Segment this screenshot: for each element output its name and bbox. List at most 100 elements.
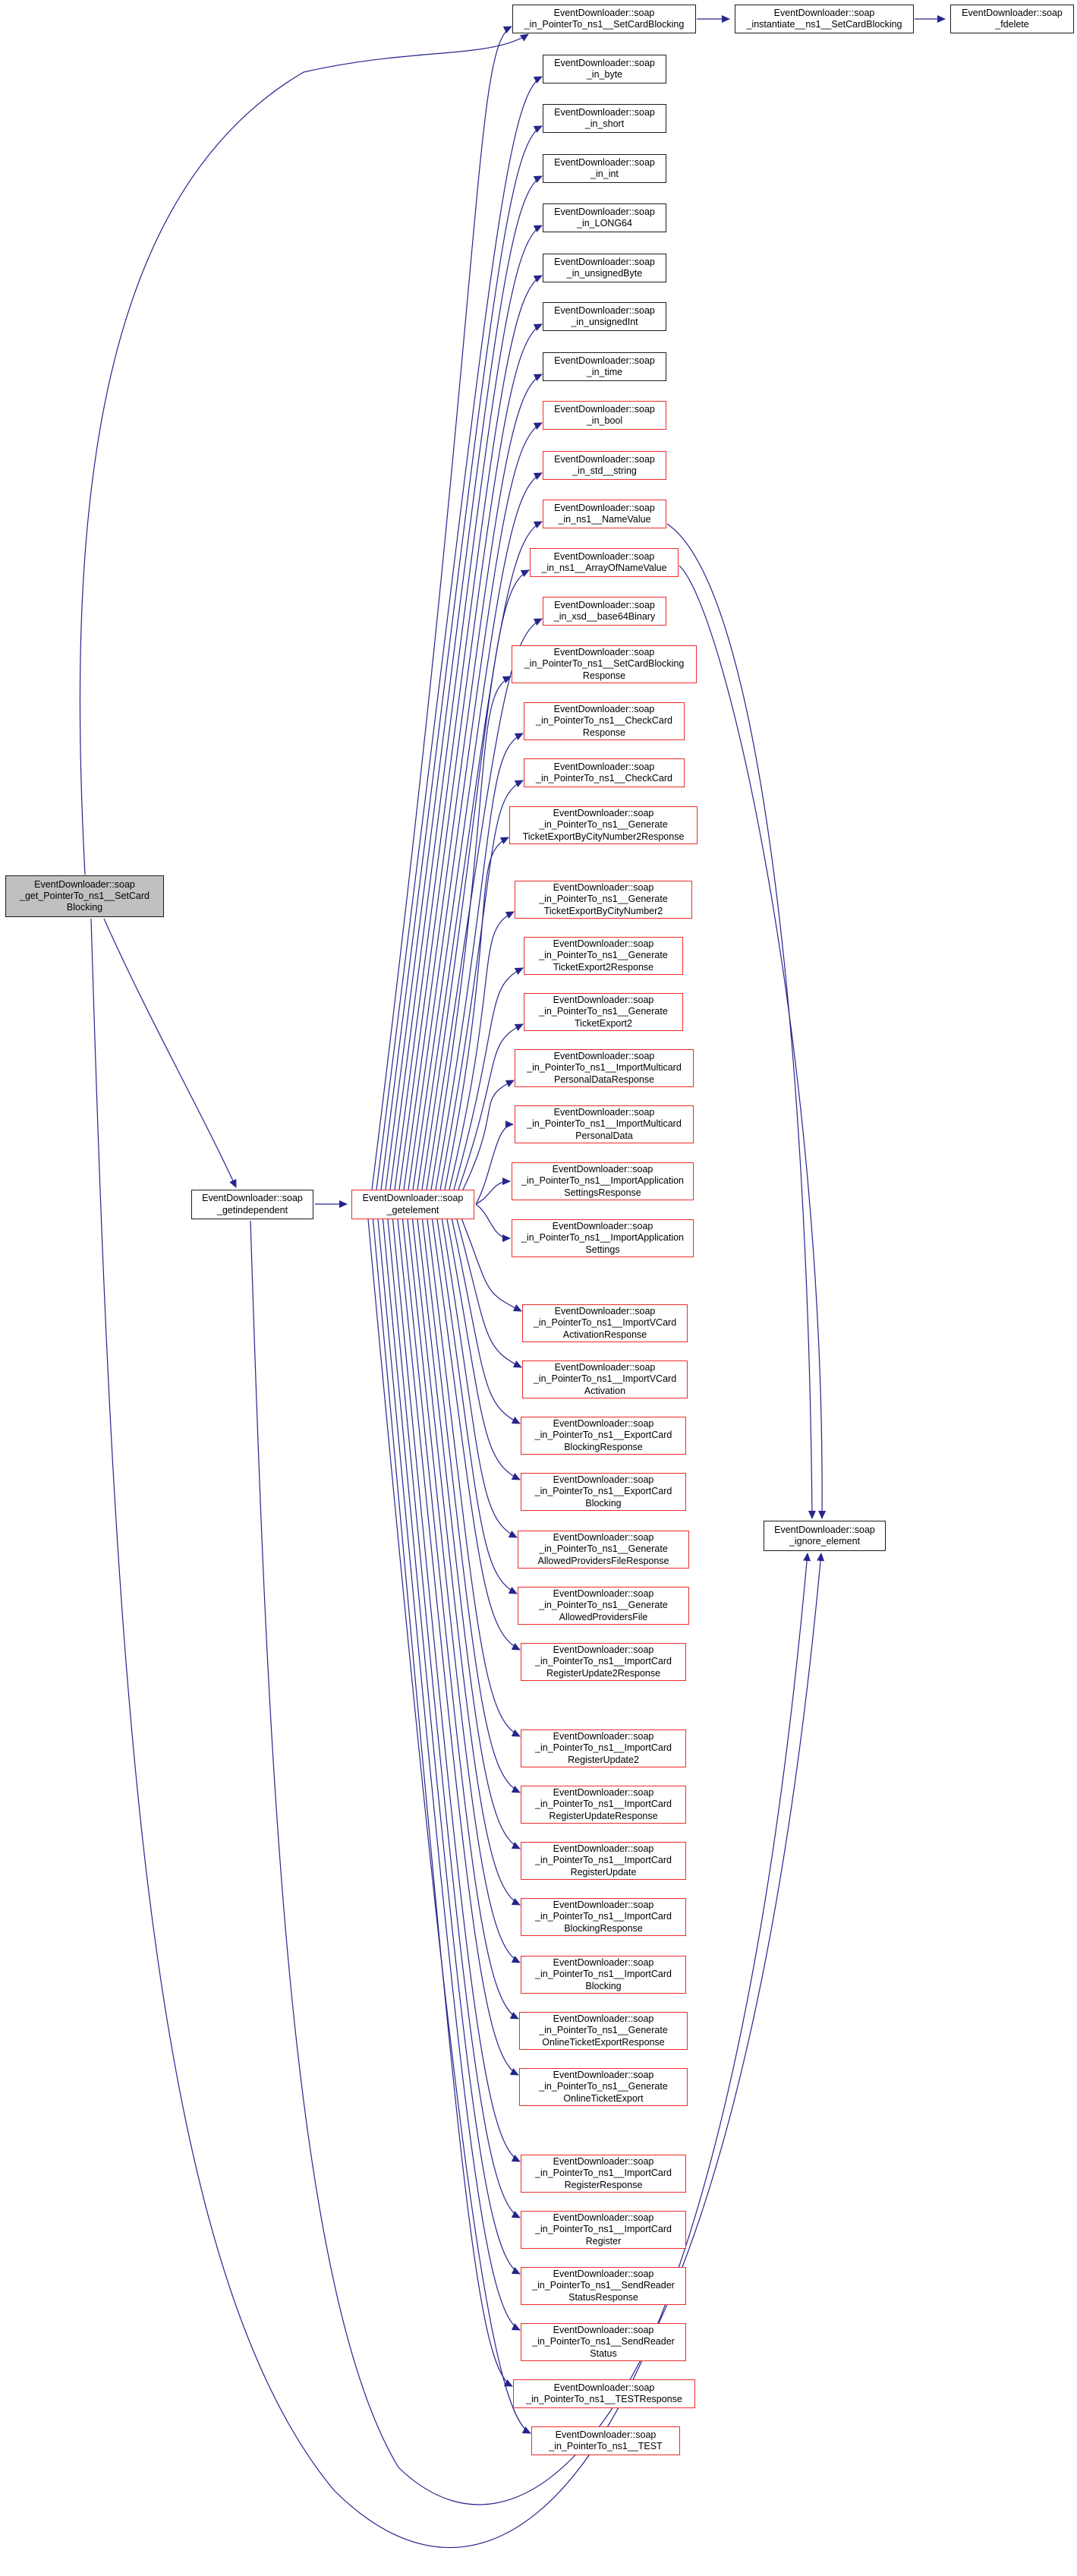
edge-getelement-c11 — [417, 521, 543, 1190]
edge-getelement-c21 — [462, 1080, 515, 1190]
node-c31[interactable]: EventDownloader::soap _in_PointerTo_ns1_… — [521, 1643, 686, 1681]
edge-getelement-c18 — [449, 911, 515, 1190]
node-c06[interactable]: EventDownloader::soap _in_unsignedByte — [543, 254, 666, 282]
node-c10[interactable]: EventDownloader::soap _in_std__string — [543, 451, 666, 480]
node-in_ptr_scb[interactable]: EventDownloader::soap _in_PointerTo_ns1_… — [512, 5, 696, 33]
node-c40[interactable]: EventDownloader::soap _in_PointerTo_ns1_… — [521, 2211, 686, 2249]
edge-getelement-c12 — [421, 569, 530, 1190]
node-c33[interactable]: EventDownloader::soap _in_PointerTo_ns1_… — [521, 1786, 686, 1824]
edge-getelement-c10 — [412, 472, 543, 1190]
node-c26[interactable]: EventDownloader::soap _in_PointerTo_ns1_… — [522, 1361, 688, 1398]
edge-getelement-c34 — [417, 1219, 521, 1849]
edge-getelement-c28 — [446, 1219, 521, 1480]
edge-getelement-c35 — [411, 1219, 521, 1906]
node-c02[interactable]: EventDownloader::soap _in_byte — [543, 55, 666, 84]
edge-getelement-c43 — [372, 1219, 513, 2387]
edge-getelement-c04 — [385, 175, 543, 1190]
edge-getelement-c36 — [407, 1219, 521, 1963]
node-instantiate[interactable]: EventDownloader::soap _instantiate__ns1_… — [735, 5, 914, 33]
edge-c12-ignore — [679, 565, 827, 1519]
edge-getelement-c29 — [441, 1219, 518, 1538]
edge-getelement-c03 — [380, 125, 543, 1190]
node-c24[interactable]: EventDownloader::soap _in_PointerTo_ns1_… — [512, 1219, 694, 1257]
edge-getelement-c07 — [398, 323, 543, 1190]
edge-root-ignore — [90, 918, 811, 2548]
node-c17[interactable]: EventDownloader::soap _in_PointerTo_ns1_… — [509, 806, 698, 844]
edge-getelement-c24 — [475, 1203, 511, 1242]
node-c32[interactable]: EventDownloader::soap _in_PointerTo_ns1_… — [521, 1729, 686, 1767]
edge-getelement-c23 — [475, 1178, 511, 1205]
node-c15[interactable]: EventDownloader::soap _in_PointerTo_ns1_… — [524, 702, 685, 740]
node-c21[interactable]: EventDownloader::soap _in_PointerTo_ns1_… — [515, 1049, 694, 1087]
edge-getelement-c14 — [430, 676, 512, 1190]
node-c22[interactable]: EventDownloader::soap _in_PointerTo_ns1_… — [515, 1105, 694, 1143]
edge-getelement-c22 — [475, 1121, 514, 1205]
edge-getelement-c40 — [387, 1219, 521, 2218]
node-c05[interactable]: EventDownloader::soap _in_LONG64 — [543, 203, 666, 232]
edge-getelement-c13 — [426, 618, 543, 1190]
node-c19[interactable]: EventDownloader::soap _in_PointerTo_ns1_… — [524, 937, 683, 975]
node-c39[interactable]: EventDownloader::soap _in_PointerTo_ns1_… — [521, 2155, 686, 2193]
edge-getelement-c08 — [403, 374, 543, 1190]
node-c43[interactable]: EventDownloader::soap _in_PointerTo_ns1_… — [513, 2379, 695, 2408]
node-c14[interactable]: EventDownloader::soap _in_PointerTo_ns1_… — [512, 645, 697, 683]
node-c20[interactable]: EventDownloader::soap _in_PointerTo_ns1_… — [524, 993, 683, 1031]
edge-getelement-c20 — [458, 1023, 524, 1190]
node-c16[interactable]: EventDownloader::soap _in_PointerTo_ns1_… — [524, 758, 685, 787]
node-c37[interactable]: EventDownloader::soap _in_PointerTo_ns1_… — [519, 2012, 688, 2050]
node-c41[interactable]: EventDownloader::soap _in_PointerTo_ns1_… — [521, 2267, 686, 2305]
edge-c11-ignore — [666, 523, 816, 1519]
node-c09[interactable]: EventDownloader::soap _in_bool — [543, 401, 666, 430]
node-c25[interactable]: EventDownloader::soap _in_PointerTo_ns1_… — [522, 1304, 688, 1342]
edge-getelement-c19 — [453, 967, 524, 1190]
node-c29[interactable]: EventDownloader::soap _in_PointerTo_ns1_… — [518, 1531, 689, 1569]
node-c12[interactable]: EventDownloader::soap _in_ns1__ArrayOfNa… — [530, 548, 679, 577]
edge-getelement-c02 — [376, 76, 543, 1190]
edge-getelement-c38 — [397, 1219, 519, 2076]
edge-getelement-c15 — [435, 733, 524, 1190]
node-c27[interactable]: EventDownloader::soap _in_PointerTo_ns1_… — [521, 1417, 686, 1455]
edge-getelement-c44 — [367, 1219, 531, 2434]
edge-getelement-c30 — [436, 1219, 518, 1594]
edge-getelement-c39 — [392, 1219, 521, 2162]
node-c11[interactable]: EventDownloader::soap _in_ns1__NameValue — [543, 500, 666, 528]
node-c18[interactable]: EventDownloader::soap _in_PointerTo_ns1_… — [515, 881, 692, 919]
node-c04[interactable]: EventDownloader::soap _in_int — [543, 154, 666, 183]
node-c30[interactable]: EventDownloader::soap _in_PointerTo_ns1_… — [518, 1587, 689, 1625]
edge-getelement-c09 — [408, 422, 543, 1190]
node-c23[interactable]: EventDownloader::soap _in_PointerTo_ns1_… — [512, 1162, 694, 1200]
edge-getelement-c06 — [394, 275, 543, 1190]
node-ignore[interactable]: EventDownloader::soap _ignore_element — [764, 1521, 886, 1551]
edge-getelement-c42 — [377, 1219, 521, 2331]
node-getelement[interactable]: EventDownloader::soap _getelement — [351, 1190, 474, 1219]
node-c08[interactable]: EventDownloader::soap _in_time — [543, 352, 666, 381]
edge-getindependent-ignore — [250, 1220, 825, 2505]
edge-getelement-c33 — [421, 1219, 521, 1793]
edge-getelement-c32 — [427, 1219, 521, 1737]
edge-getelement-in_ptr_scb — [371, 26, 512, 1190]
edge-getelement-c27 — [451, 1219, 521, 1424]
edge-root-in_ptr_scb — [79, 33, 529, 875]
node-c34[interactable]: EventDownloader::soap _in_PointerTo_ns1_… — [521, 1842, 686, 1880]
edge-getelement-c16 — [439, 780, 524, 1190]
node-c28[interactable]: EventDownloader::soap _in_PointerTo_ns1_… — [521, 1473, 686, 1511]
edge-group — [79, 15, 946, 2548]
edge-getelement-c37 — [402, 1219, 519, 2019]
node-fdelete[interactable]: EventDownloader::soap _fdelete — [950, 5, 1074, 33]
node-c36[interactable]: EventDownloader::soap _in_PointerTo_ns1_… — [521, 1956, 686, 1994]
edge-getelement-c41 — [382, 1219, 521, 2275]
node-getindependent[interactable]: EventDownloader::soap _getindependent — [191, 1190, 313, 1219]
node-c07[interactable]: EventDownloader::soap _in_unsignedInt — [543, 302, 666, 331]
node-c13[interactable]: EventDownloader::soap _in_xsd__base64Bin… — [543, 597, 666, 626]
node-c42[interactable]: EventDownloader::soap _in_PointerTo_ns1_… — [521, 2323, 686, 2361]
edge-getelement-c26 — [456, 1219, 522, 1368]
node-c38[interactable]: EventDownloader::soap _in_PointerTo_ns1_… — [519, 2068, 688, 2106]
edge-getelement-c31 — [431, 1219, 521, 1651]
node-c35[interactable]: EventDownloader::soap _in_PointerTo_ns1_… — [521, 1898, 686, 1936]
node-c03[interactable]: EventDownloader::soap _in_short — [543, 104, 666, 133]
node-c44[interactable]: EventDownloader::soap _in_PointerTo_ns1_… — [531, 2426, 680, 2455]
edge-getelement-c17 — [444, 837, 509, 1190]
node-root: EventDownloader::soap _get_PointerTo_ns1… — [5, 875, 164, 917]
edge-root-getindependent — [103, 918, 237, 1188]
